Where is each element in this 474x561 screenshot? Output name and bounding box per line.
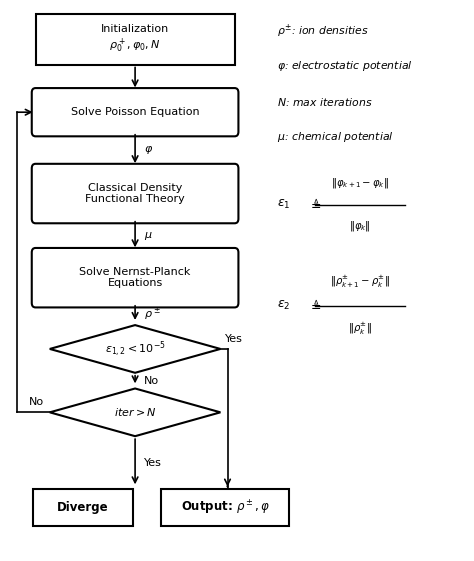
Text: $iter > N$: $iter > N$ [114,406,156,419]
Polygon shape [50,388,220,436]
Text: $\|\varphi_k\|$: $\|\varphi_k\|$ [349,219,371,233]
Bar [36,14,235,65]
Text: Output: $\rho^\pm, \varphi$: Output: $\rho^\pm, \varphi$ [181,499,270,517]
Text: $\rho^\pm$: $\rho^\pm$ [144,305,160,323]
Text: $N$: max iterations: $N$: max iterations [277,95,373,108]
Text: $\varepsilon_{1,2} < 10^{-5}$: $\varepsilon_{1,2} < 10^{-5}$ [105,339,165,359]
Text: $\rho^{\pm}$: ion densities: $\rho^{\pm}$: ion densities [277,22,369,39]
Text: No: No [28,397,44,407]
FancyBboxPatch shape [32,88,238,136]
Text: Diverge: Diverge [57,501,109,514]
Text: $\mu$: chemical potential: $\mu$: chemical potential [277,130,394,144]
Text: $\triangleq$: $\triangleq$ [308,198,322,211]
Text: $\|\rho^{\pm}_k\|$: $\|\rho^{\pm}_k\|$ [348,321,372,337]
FancyBboxPatch shape [32,248,238,307]
Text: $\varepsilon_2$: $\varepsilon_2$ [277,299,291,312]
Text: Yes: Yes [144,458,162,468]
Text: No: No [144,376,159,385]
Text: $\mu$: $\mu$ [144,229,152,242]
Text: $\|\rho^{\pm}_{k+1} - \rho^{\pm}_k\|$: $\|\rho^{\pm}_{k+1} - \rho^{\pm}_k\|$ [330,274,390,290]
Text: Classical Density
Functional Theory: Classical Density Functional Theory [85,183,185,204]
FancyBboxPatch shape [32,164,238,223]
Text: $\varphi$: electrostatic potential: $\varphi$: electrostatic potential [277,59,413,73]
Text: $\|\varphi_{k+1} - \varphi_k\|$: $\|\varphi_{k+1} - \varphi_k\|$ [331,177,389,190]
Text: $\triangleq$: $\triangleq$ [308,299,322,312]
Bar [33,489,133,526]
Text: $\varepsilon_1$: $\varepsilon_1$ [277,198,291,211]
Text: $\varphi$: $\varphi$ [144,144,153,156]
Text: Solve Poisson Equation: Solve Poisson Equation [71,107,200,117]
Text: Yes: Yes [225,334,243,344]
Bar [161,489,289,526]
Polygon shape [50,325,220,373]
Text: Initialization
$\rho_0^+, \varphi_0, N$: Initialization $\rho_0^+, \varphi_0, N$ [101,24,169,54]
Text: Solve Nernst-Planck
Equations: Solve Nernst-Planck Equations [80,267,191,288]
